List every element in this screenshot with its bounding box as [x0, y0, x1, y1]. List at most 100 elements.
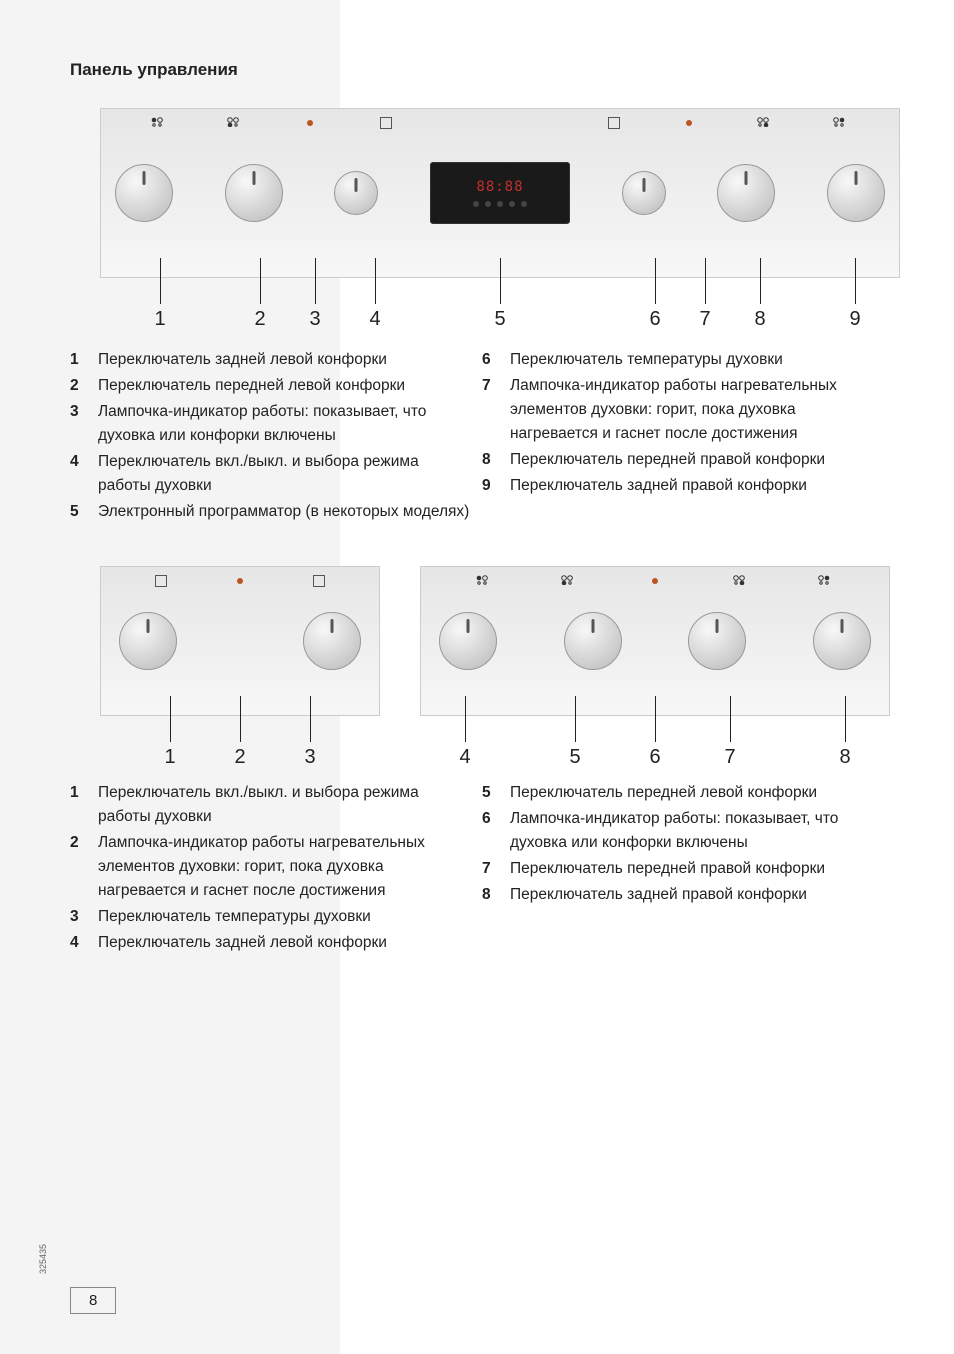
leader-number: 4 — [369, 308, 380, 331]
control-panel-diagram-1: 88:88 — [100, 108, 900, 278]
legend-item-text: Переключатель задней правой конфорки — [510, 474, 884, 498]
panel2-icon-row — [101, 575, 379, 590]
leader-number: 2 — [234, 746, 245, 769]
legend-item: 5Электронный программатор (в некоторых м… — [70, 500, 472, 524]
legend-item: 3 Лампочка-индикатор работы: показывает, … — [70, 400, 472, 448]
legend-item-number: 1 — [70, 348, 84, 372]
leader-number: 8 — [754, 308, 765, 331]
leader-number: 7 — [699, 308, 710, 331]
legend-item-number: 3 — [70, 905, 84, 929]
oven-mode-icon — [155, 575, 167, 587]
legend-item: 8Переключатель передней правой конфорки — [482, 448, 884, 472]
leader-number: 1 — [164, 746, 175, 769]
legend-item-number: 9 — [482, 474, 496, 498]
legend-item-text: Переключатель задней правой конфорки — [510, 883, 884, 907]
legend-item: 9 Переключатель задней правой конфорки — [482, 474, 884, 498]
page-number: 8 — [70, 1287, 116, 1314]
legend-1-right: 6Переключатель температуры духовки7Лампо… — [482, 348, 884, 526]
burner-icon — [561, 575, 577, 588]
leader-number: 3 — [309, 308, 320, 331]
knob-rear-left — [115, 164, 173, 222]
knob-oven-mode — [334, 171, 378, 215]
panel3-leaders: 45678 — [420, 716, 890, 771]
legend-item: 4 Переключатель вкл./выкл. и выбора режим… — [70, 450, 472, 498]
indicator-dot-icon — [237, 578, 243, 584]
legend-item: 6 Лампочка-индикатор работы: показывает, … — [482, 807, 884, 855]
page-content: Панель управления 88:88 1234567 — [0, 0, 954, 957]
legend-1-left: 1 Переключатель задней левой конфорки2Пер… — [70, 348, 472, 526]
legend-item-number: 6 — [482, 807, 496, 855]
panel1-leaders: 123456789 — [100, 278, 900, 338]
legend-item-text: Переключатель вкл./выкл. и выбора режима… — [98, 450, 472, 498]
burner-icon — [733, 575, 749, 588]
leader-line — [845, 696, 846, 742]
leader-line — [855, 258, 856, 304]
legend-item-text: Лампочка-индикатор работы: показывает, ч… — [510, 807, 884, 855]
knob-rear-right — [813, 612, 871, 670]
oven-mode-icon — [380, 117, 392, 129]
panel1-icon-row — [101, 117, 899, 132]
legend-item-number: 4 — [70, 450, 84, 498]
leader-line — [500, 258, 501, 304]
leader-number: 6 — [649, 308, 660, 331]
leader-line — [170, 696, 171, 742]
legend-item-text: Переключатель температуры духовки — [510, 348, 884, 372]
legend-item-number: 3 — [70, 400, 84, 448]
legend-item: 2Лампочка-индикатор работы нагревательны… — [70, 831, 472, 903]
knob-oven-temp — [303, 612, 361, 670]
burner-icon — [818, 575, 834, 588]
leader-line — [705, 258, 706, 304]
twin-panel-wrap: 123 45678 — [100, 566, 884, 771]
legend-item-number: 1 — [70, 781, 84, 829]
leader-line — [310, 696, 311, 742]
leader-line — [575, 696, 576, 742]
legend-2-left: 1Переключатель вкл./выкл. и выбора режим… — [70, 781, 472, 957]
burner-icon — [476, 575, 492, 588]
knob-front-left — [564, 612, 622, 670]
legend-item-number: 8 — [482, 883, 496, 907]
legend-item-text: Переключатель задней левой конфорки — [98, 348, 472, 372]
leader-number: 8 — [839, 746, 850, 769]
legend-item: 4 Переключатель задней левой конфорки — [70, 931, 472, 955]
leader-number: 9 — [849, 308, 860, 331]
control-panel-diagram-2 — [100, 566, 380, 716]
legend-item-number: 4 — [70, 931, 84, 955]
leader-line — [655, 696, 656, 742]
legend-item: 8 Переключатель задней правой конфорки — [482, 883, 884, 907]
legend-item: 6 Переключатель температуры духовки — [482, 348, 884, 372]
leader-line — [760, 258, 761, 304]
indicator-dot-icon — [686, 120, 692, 126]
knob-front-right — [688, 612, 746, 670]
section-heading: Панель управления — [70, 60, 884, 80]
leader-line — [160, 258, 161, 304]
temp-icon — [313, 575, 325, 587]
legend-2-right: 5Переключатель передней левой конфорки6Л… — [482, 781, 884, 957]
panel3-icon-row — [421, 575, 889, 588]
legend-item: 7Переключатель передней правой конфорки — [482, 857, 884, 881]
burner-icon — [833, 117, 849, 130]
leader-line — [465, 696, 466, 742]
legend-item: 3 Переключатель температуры духовки — [70, 905, 472, 929]
leader-number: 5 — [569, 746, 580, 769]
legend-item-text: Переключатель температуры духовки — [98, 905, 472, 929]
legend-item-text: Переключатель задней левой конфорки — [98, 931, 472, 955]
legend-item: 1Переключатель вкл./выкл. и выбора режим… — [70, 781, 472, 829]
legend-item-number: 2 — [70, 831, 84, 903]
display-buttons — [473, 201, 527, 207]
panel2-leaders: 1 2 3 — [100, 716, 380, 771]
display-time: 88:88 — [476, 179, 523, 195]
indicator-dot-icon — [307, 120, 313, 126]
knob-oven-temp — [622, 171, 666, 215]
leader-line — [375, 258, 376, 304]
leader-number: 3 — [304, 746, 315, 769]
legend-item-number: 5 — [70, 500, 84, 524]
legend-item: 1 Переключатель задней левой конфорки — [70, 348, 472, 372]
legend-item-text: Лампочка-индикатор работы нагревательных… — [98, 831, 472, 903]
legend-item-number: 7 — [482, 374, 496, 446]
legend-item-text: Лампочка-индикатор работы: показывает, ч… — [98, 400, 472, 448]
legend-item-number: 6 — [482, 348, 496, 372]
leader-number: 4 — [459, 746, 470, 769]
legend-item: 2Переключатель передней левой конфорки — [70, 374, 472, 398]
electronic-display: 88:88 — [430, 162, 570, 224]
leader-number: 7 — [724, 746, 735, 769]
